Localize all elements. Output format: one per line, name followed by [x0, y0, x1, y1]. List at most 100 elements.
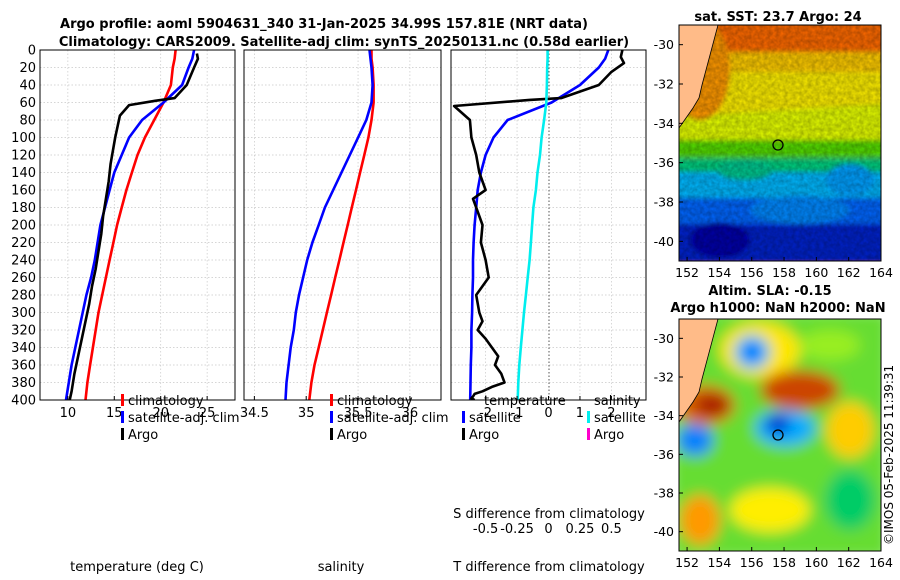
map-x-tick-label: 164 — [869, 555, 893, 570]
x-tick-label: 2 — [607, 406, 615, 421]
map-x-tick-label: 152 — [675, 555, 699, 570]
salinity-panel: 34.5 35 35.5 36 salinity climatology satell… — [240, 49, 449, 575]
map-ticks: 152 154 156 158 160 162 164 -30 -32 -34 -36 -38 -40 — [654, 331, 893, 570]
x-tick-label: 34.5 — [240, 406, 269, 421]
legend-t-satellite: satellite — [469, 411, 521, 426]
x-ticks: 10 15 20 25 — [60, 396, 216, 421]
x-axis-label: temperature (deg C) — [70, 560, 204, 575]
y-ticks: 0 20 40 60 80 100 120 140 160 180 200 220 240 260 280 3… — [11, 44, 36, 409]
map-y-tick-label: -30 — [654, 37, 674, 52]
map-frame — [678, 318, 882, 552]
y-tick-label: 180 — [11, 201, 36, 216]
land — [679, 25, 719, 129]
y-tick-label: 80 — [19, 114, 36, 129]
legend-swatch-argo — [330, 428, 333, 440]
x-ticks: 34.5 35 35.5 36 — [240, 396, 418, 421]
x-tick-label: 25 — [199, 406, 216, 421]
argo-location-marker — [772, 429, 784, 441]
x-tick-label-salinity: 0 — [544, 522, 552, 537]
y-tick-label: 260 — [11, 271, 36, 286]
map-y-tick-label: -36 — [654, 447, 674, 462]
map-x-tick-label: 158 — [772, 265, 796, 280]
x-ticks-salinity: -0.5 -0.25 0 0.25 0.5 — [473, 522, 622, 537]
map-x-tick-label: 158 — [772, 555, 796, 570]
y-tick-label: 360 — [11, 359, 36, 374]
sst-map: sat. SST: 23.7 Argo: 24 — [654, 10, 893, 280]
x-axis-label: T difference from climatology — [452, 560, 645, 575]
x-tick-label: 20 — [152, 406, 169, 421]
x-tick-label-salinity: 0.25 — [565, 522, 594, 537]
y-tick-label: 240 — [11, 254, 36, 269]
plot-frame — [243, 49, 442, 401]
legend-satellite: satellite-adj. clim — [337, 411, 449, 426]
map-ticks: 152 154 156 158 160 162 164 -30 -32 -34 -36 -38 -40 — [654, 37, 893, 280]
y-tick-label: 280 — [11, 289, 36, 304]
y-tick-label: 220 — [11, 236, 36, 251]
main-subtitle: Climatology: CARS2009. Satellite-adj cli… — [59, 35, 629, 50]
series-line-t-satellite — [468, 50, 610, 400]
x-tick-label-salinity: -0.25 — [500, 522, 534, 537]
y-tick-label: 200 — [11, 219, 36, 234]
series-line-climatology — [84, 50, 177, 400]
temperature-panel: 0 20 40 60 80 100 120 140 160 180 200 220 240 260 280 3… — [11, 44, 239, 576]
map-x-tick-label: 156 — [740, 555, 764, 570]
sst-map-title: sat. SST: 23.7 Argo: 24 — [694, 10, 861, 25]
legend-swatch-climatology — [121, 394, 124, 406]
y-tick-label: 340 — [11, 341, 36, 356]
legend-swatch-t-argo — [462, 428, 465, 440]
argo-location-marker — [772, 139, 784, 151]
x-tick-label: -1 — [511, 406, 524, 421]
x-ticks: -2 -1 0 1 2 — [479, 396, 616, 421]
legend-t-argo: Argo — [469, 428, 499, 443]
series-line-satellite-adj-clim — [284, 50, 374, 400]
map-y-tick-label: -34 — [654, 408, 674, 423]
legend-argo: Argo — [337, 428, 367, 443]
y-tick-label: 0 — [28, 44, 36, 59]
y-tick-label: 120 — [11, 149, 36, 164]
sla-map-title: Altim. SLA: -0.15 — [708, 284, 831, 299]
y-tick-label: 100 — [11, 131, 36, 146]
legend-s-satellite: satellite — [594, 411, 646, 426]
map-y-tick-label: -34 — [654, 116, 674, 131]
x-tick-label: 1 — [576, 406, 584, 421]
map-x-tick-label: 154 — [707, 555, 731, 570]
map-y-tick-label: -38 — [654, 486, 674, 501]
legend-swatch-satellite — [121, 411, 124, 423]
land — [679, 319, 719, 423]
map-x-tick-label: 162 — [837, 555, 861, 570]
legend-salinity: salinity satellite Argo — [587, 394, 646, 443]
legend-satellite: satellite-adj. clim — [128, 411, 240, 426]
grid — [40, 50, 235, 400]
y-tick-label: 320 — [11, 324, 36, 339]
legend-swatch-satellite — [330, 411, 333, 423]
legend-argo: Argo — [128, 428, 158, 443]
legend-s-argo: Argo — [594, 428, 624, 443]
credit-stamp: ©IMOS 05-Feb-2025 11:39:31 — [882, 365, 896, 545]
map-x-tick-label: 152 — [675, 265, 699, 280]
x-tick-label: 10 — [60, 406, 77, 421]
legend-title-temperature: temperature — [484, 394, 566, 409]
x-axis-label: salinity — [318, 560, 365, 575]
x-tick-label-salinity: -0.5 — [473, 522, 498, 537]
x-tick-label: -2 — [479, 406, 492, 421]
map-x-tick-label: 160 — [804, 555, 828, 570]
y-tick-label: 400 — [11, 394, 36, 409]
x-tick-label: 0 — [544, 406, 552, 421]
x-tick-label: 35.5 — [344, 406, 373, 421]
map-y-tick-label: -40 — [654, 524, 674, 539]
series-line-s-satellite — [516, 50, 549, 400]
map-y-tick-label: -32 — [654, 370, 674, 385]
x-tick-label: 15 — [106, 406, 123, 421]
legend-swatch-argo — [121, 428, 124, 440]
legend-climatology: climatology — [128, 394, 204, 409]
y-tick-label: 160 — [11, 184, 36, 199]
y-tick-label: 140 — [11, 166, 36, 181]
x-tick-label: 36 — [402, 406, 419, 421]
y-tick-label: 40 — [19, 79, 36, 94]
map-x-tick-label: 160 — [804, 265, 828, 280]
series-line-argo — [68, 53, 200, 400]
legend-temperature: temperature satellite Argo — [462, 394, 566, 443]
y-tick-label: 20 — [19, 61, 36, 76]
map-x-tick-label: 156 — [740, 265, 764, 280]
legend-title-salinity: salinity — [594, 394, 641, 409]
